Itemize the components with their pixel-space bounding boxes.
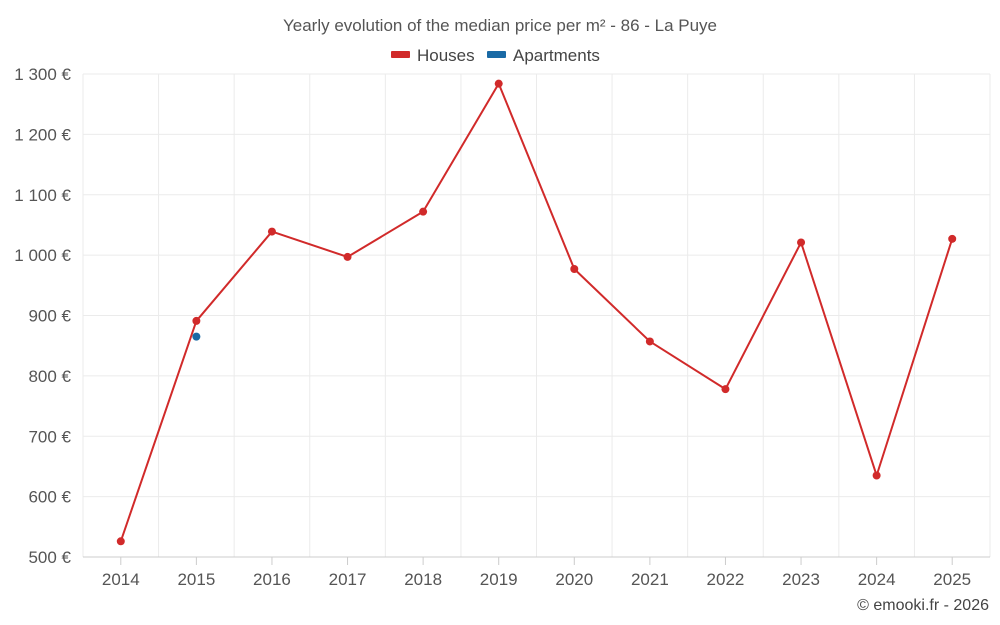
y-tick-label: 1 000 € xyxy=(14,246,71,265)
legend-item-apartments[interactable]: Apartments xyxy=(487,46,600,65)
x-tick-label: 2024 xyxy=(858,570,896,589)
series-line-houses xyxy=(119,82,954,542)
data-point-houses[interactable] xyxy=(343,252,352,261)
data-point-houses[interactable] xyxy=(872,471,881,480)
data-point-houses[interactable] xyxy=(192,316,201,325)
x-tick-label: 2022 xyxy=(707,570,745,589)
x-tick-label: 2020 xyxy=(555,570,593,589)
y-axis: 500 € 600 € 700 € 800 € 900 € 1 000 € 1 100 € 1… xyxy=(14,65,71,567)
data-point-houses[interactable] xyxy=(116,537,125,546)
data-point-apartments[interactable] xyxy=(192,332,201,341)
data-point-houses[interactable] xyxy=(645,337,654,346)
legend-item-houses[interactable]: Houses xyxy=(391,46,475,65)
series-houses xyxy=(116,79,957,546)
x-tick-label: 2025 xyxy=(933,570,971,589)
credit-text: © emooki.fr - 2026 xyxy=(857,597,989,614)
y-tick-label: 800 € xyxy=(28,367,71,386)
grid xyxy=(82,73,991,558)
x-tick-label: 2015 xyxy=(177,570,215,589)
x-axis: 2014 2015 2016 2017 2018 2019 2020 2021 2022 2023… xyxy=(83,556,990,589)
data-point-houses[interactable] xyxy=(570,265,579,274)
data-point-houses[interactable] xyxy=(948,234,957,243)
y-tick-label: 700 € xyxy=(28,427,71,446)
x-tick-label: 2021 xyxy=(631,570,669,589)
y-tick-label: 1 100 € xyxy=(14,186,71,205)
chart-title: Yearly evolution of the median price per… xyxy=(283,16,717,35)
x-tick-label: 2017 xyxy=(329,570,367,589)
legend: Houses Apartments xyxy=(391,46,600,65)
data-point-houses[interactable] xyxy=(721,385,730,394)
data-point-houses[interactable] xyxy=(267,227,276,236)
x-tick-label: 2023 xyxy=(782,570,820,589)
legend-label-houses: Houses xyxy=(417,46,475,65)
x-tick-label: 2014 xyxy=(102,570,140,589)
x-tick-label: 2019 xyxy=(480,570,518,589)
y-tick-label: 500 € xyxy=(28,548,71,567)
x-tick-label: 2016 xyxy=(253,570,291,589)
y-tick-label: 600 € xyxy=(28,488,71,507)
data-point-houses[interactable] xyxy=(797,238,806,247)
series xyxy=(116,79,957,546)
data-point-houses[interactable] xyxy=(419,207,428,216)
legend-swatch-apartments xyxy=(487,51,506,58)
series-apartments xyxy=(192,332,201,341)
legend-swatch-houses xyxy=(391,51,410,58)
y-tick-label: 900 € xyxy=(28,307,71,326)
legend-label-apartments: Apartments xyxy=(513,46,600,65)
y-tick-label: 1 200 € xyxy=(14,125,71,144)
x-tick-label: 2018 xyxy=(404,570,442,589)
data-point-houses[interactable] xyxy=(494,79,503,88)
y-tick-label: 1 300 € xyxy=(14,65,71,84)
